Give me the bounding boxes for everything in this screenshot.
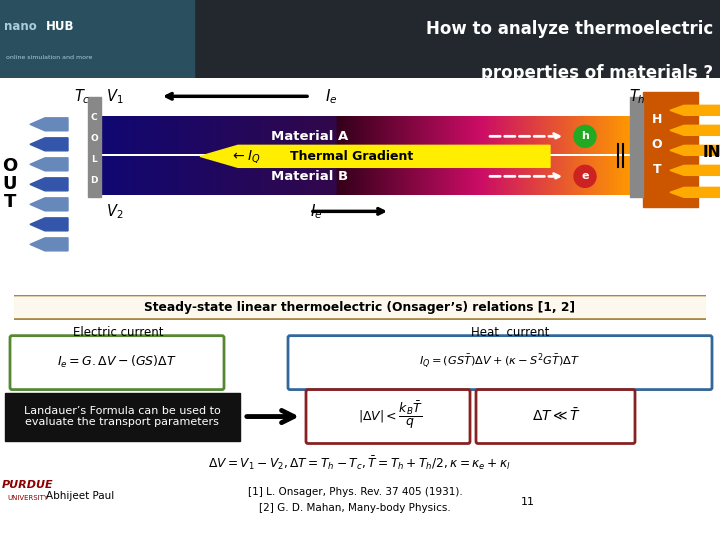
Circle shape (574, 165, 596, 187)
Text: e: e (581, 171, 589, 181)
Text: O: O (652, 138, 662, 151)
Bar (630, 97, 643, 197)
Text: nano: nano (4, 19, 37, 32)
Text: T: T (4, 193, 16, 211)
Text: [1] L. Onsager, Phys. Rev. 37 405 (1931).: [1] L. Onsager, Phys. Rev. 37 405 (1931)… (248, 487, 462, 497)
Text: L: L (91, 155, 97, 164)
Text: O: O (2, 157, 17, 176)
Text: Material A: Material A (271, 130, 348, 143)
Bar (0, 0, 194, 78)
FancyBboxPatch shape (2, 295, 718, 319)
Text: [2] G. D. Mahan, Many-body Physics.: [2] G. D. Mahan, Many-body Physics. (259, 503, 451, 513)
FancyBboxPatch shape (476, 389, 635, 443)
Text: h: h (581, 131, 589, 141)
Text: $I_e$: $I_e$ (310, 202, 323, 221)
FancyBboxPatch shape (306, 389, 470, 443)
Circle shape (574, 125, 596, 147)
Text: Thermal Gradient: Thermal Gradient (290, 150, 413, 163)
Text: Steady-state linear thermoelectric (Onsager’s) relations [1, 2]: Steady-state linear thermoelectric (Onsa… (145, 301, 575, 314)
Text: $\Delta T \ll \bar{T}$: $\Delta T \ll \bar{T}$ (532, 407, 582, 424)
Text: $I_e$: $I_e$ (325, 87, 338, 106)
FancyArrow shape (30, 118, 68, 131)
Text: $I_Q = \left(GS\bar{T}\right)\Delta V + \left(\kappa - S^2G\bar{T}\right)\Delta : $I_Q = \left(GS\bar{T}\right)\Delta V + … (419, 352, 581, 372)
Text: $V_2$: $V_2$ (107, 202, 124, 221)
FancyArrow shape (30, 238, 68, 251)
Bar (643, 92, 698, 207)
Text: D: D (90, 176, 98, 185)
Text: $V_1$: $V_1$ (107, 87, 124, 106)
Text: O: O (90, 134, 98, 143)
FancyArrow shape (30, 178, 68, 191)
FancyArrow shape (670, 125, 720, 136)
Text: online simulation and more: online simulation and more (6, 55, 92, 60)
Text: 11: 11 (521, 497, 535, 507)
Bar (88, 97, 101, 197)
Text: H: H (652, 113, 662, 126)
FancyArrow shape (30, 218, 68, 231)
Text: PURDUE: PURDUE (2, 480, 54, 490)
Text: $I_e = G.\Delta V - \left(GS\right)\Delta T$: $I_e = G.\Delta V - \left(GS\right)\Delt… (57, 354, 177, 370)
Text: UNIVERSITY: UNIVERSITY (7, 495, 48, 501)
Text: $\leftarrow I_Q$: $\leftarrow I_Q$ (230, 148, 261, 165)
Text: C: C (91, 113, 97, 122)
Text: T: T (653, 163, 661, 176)
FancyArrow shape (200, 145, 550, 167)
FancyBboxPatch shape (10, 336, 224, 389)
Text: $\Delta V = V_1 - V_2, \Delta T = T_h - T_c, \bar{T} = T_h + T_h/2, \kappa = \ka: $\Delta V = V_1 - V_2, \Delta T = T_h - … (208, 455, 512, 472)
Text: Heat  current: Heat current (471, 326, 549, 339)
FancyBboxPatch shape (288, 336, 712, 389)
Text: $|\Delta V| < \dfrac{k_B \bar{T}}{q}$: $|\Delta V| < \dfrac{k_B \bar{T}}{q}$ (358, 400, 423, 431)
Text: HUB: HUB (46, 19, 75, 32)
FancyArrow shape (30, 158, 68, 171)
Text: IN: IN (703, 145, 720, 160)
Text: U: U (3, 176, 17, 193)
Text: Abhijeet Paul: Abhijeet Paul (46, 491, 114, 501)
FancyArrow shape (670, 145, 720, 156)
FancyArrow shape (670, 105, 720, 116)
FancyArrow shape (30, 138, 68, 151)
Text: Electric current: Electric current (73, 326, 163, 339)
Text: $T_c$: $T_c$ (73, 87, 90, 106)
Text: properties of materials ?: properties of materials ? (481, 64, 713, 82)
FancyArrow shape (670, 165, 720, 176)
Text: Landauer’s Formula can be used to
evaluate the transport parameters: Landauer’s Formula can be used to evalua… (24, 406, 220, 427)
FancyArrow shape (670, 187, 720, 197)
Text: How to analyze thermoelectric: How to analyze thermoelectric (426, 19, 713, 38)
Bar (5, 393, 240, 441)
FancyArrow shape (30, 198, 68, 211)
Text: $T_h$: $T_h$ (629, 87, 645, 106)
Text: Material B: Material B (271, 170, 348, 183)
